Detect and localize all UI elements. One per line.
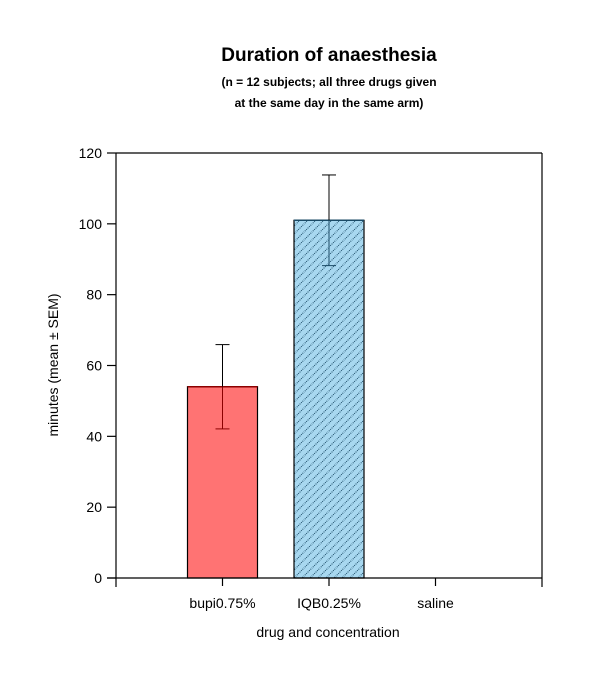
y-tick-label: 40: [86, 428, 102, 444]
x-axis-label: drug and concentration: [256, 624, 399, 640]
chart-subtitle-line-1: (n = 12 subjects; all three drugs given: [221, 75, 436, 89]
bar-2: [293, 219, 365, 579]
y-axis-label: minutes (mean ± SEM): [45, 293, 61, 436]
x-tick-label: saline: [417, 595, 454, 611]
y-tick-label: 20: [86, 499, 102, 515]
y-tick-label: 80: [86, 287, 102, 303]
y-tick-label: 120: [79, 145, 103, 161]
chart-title: Duration of anaesthesia: [221, 45, 437, 66]
x-tick-label: bupi0.75%: [189, 595, 255, 611]
y-tick-label: 60: [86, 358, 102, 374]
y-tick-label: 100: [79, 216, 103, 232]
plot-area: 0 20 40 60 80 100 120 bupi0.75% IQB0.25% saline: [79, 145, 543, 611]
y-tick-label: 0: [94, 570, 102, 586]
chart-subtitle-line-2: at the same day in the same arm): [235, 96, 424, 110]
x-tick-label: IQB0.25%: [297, 595, 361, 611]
